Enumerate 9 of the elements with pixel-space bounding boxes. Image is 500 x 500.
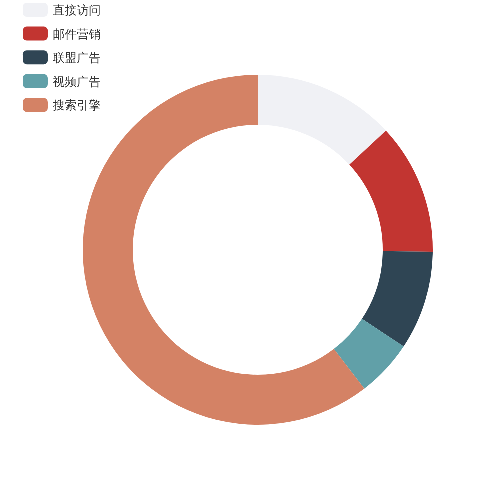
donut-slice bbox=[334, 319, 404, 389]
donut-slice bbox=[362, 251, 433, 347]
donut-slice bbox=[350, 130, 433, 252]
legend-label: 直接访问 bbox=[53, 4, 101, 18]
legend-label: 邮件营销 bbox=[53, 27, 101, 42]
legend-label: 联盟广告 bbox=[53, 51, 101, 66]
legend-label: 搜索引擎 bbox=[53, 98, 101, 113]
legend-label: 视频广告 bbox=[53, 74, 101, 89]
donut-slice bbox=[258, 75, 386, 165]
